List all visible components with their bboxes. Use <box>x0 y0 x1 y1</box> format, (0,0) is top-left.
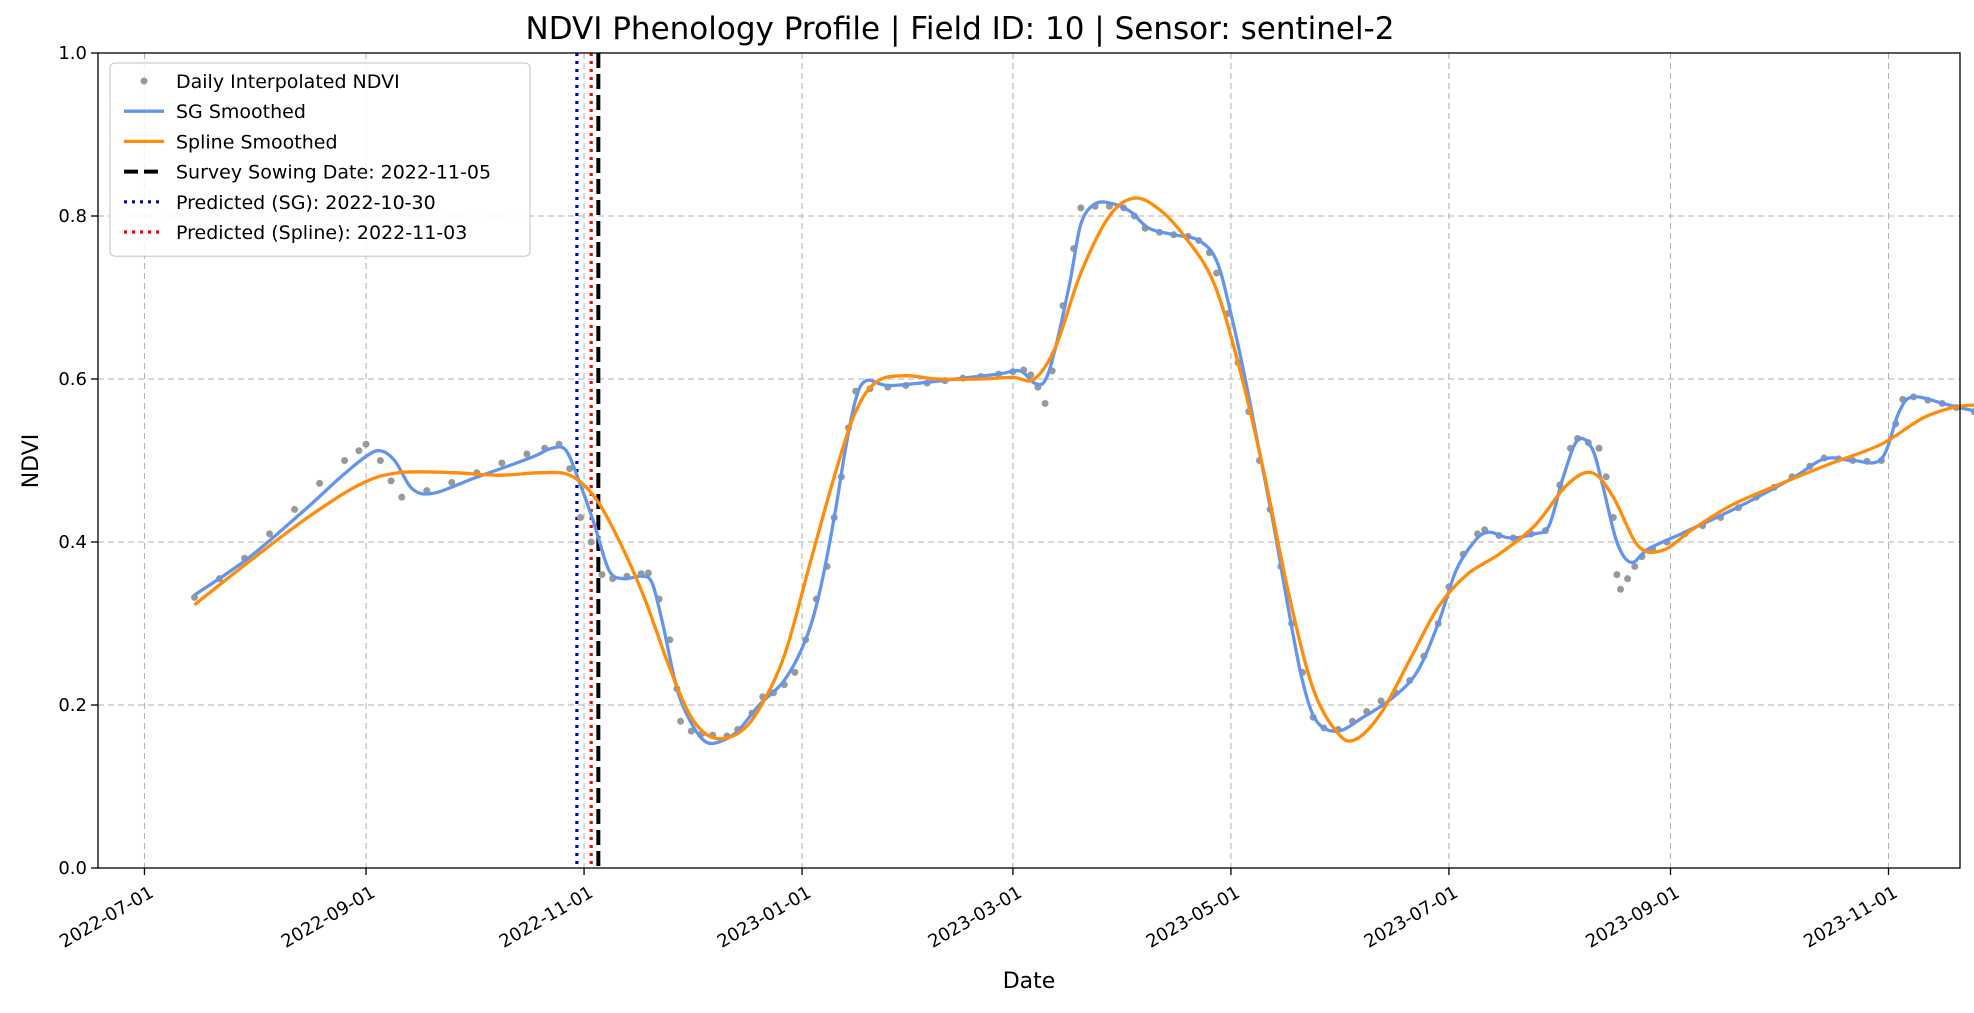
ndvi-data-point <box>266 530 273 537</box>
legend-marker <box>141 78 148 85</box>
ndvi-data-point <box>588 539 595 546</box>
legend-label: SG Smoothed <box>176 101 306 123</box>
ndvi-data-point <box>1596 445 1603 452</box>
ndvi-data-point <box>388 477 395 484</box>
y-tick-label: 1.0 <box>58 43 87 64</box>
y-axis-label: NDVI <box>19 434 44 489</box>
ndvi-data-point <box>577 514 584 521</box>
y-tick-label: 0.8 <box>58 206 87 227</box>
ndvi-data-point <box>1617 586 1624 593</box>
ndvi-data-point <box>1603 473 1610 480</box>
ndvi-data-point <box>1042 400 1049 407</box>
legend-label: Daily Interpolated NDVI <box>176 71 400 93</box>
legend-label: Predicted (SG): 2022-10-30 <box>176 192 436 214</box>
ndvi-data-point <box>377 457 384 464</box>
ndvi-data-point <box>363 441 370 448</box>
ndvi-data-point <box>355 447 362 454</box>
legend: Daily Interpolated NDVI SG Smoothed Spline… <box>110 63 530 256</box>
legend-label: Spline Smoothed <box>176 131 338 153</box>
ndvi-data-point <box>291 506 298 513</box>
y-tick-label: 0.0 <box>58 858 87 879</box>
ndvi-data-point <box>677 718 684 725</box>
ndvi-data-point <box>1077 204 1084 211</box>
ndvi-data-point <box>398 494 405 501</box>
ndvi-data-point <box>341 457 348 464</box>
ndvi-data-point <box>1624 575 1631 582</box>
ndvi-data-point <box>523 450 530 457</box>
chart-title: NDVI Phenology Profile | Field ID: 10 | … <box>526 11 1395 47</box>
legend-label: Survey Sowing Date: 2022-11-05 <box>176 162 491 184</box>
ndvi-data-point <box>1613 571 1620 578</box>
y-tick-label: 0.4 <box>58 532 87 553</box>
ndvi-data-point <box>598 571 605 578</box>
ndvi-data-point <box>316 480 323 487</box>
y-tick-label: 0.6 <box>58 369 87 390</box>
ndvi-data-point <box>498 459 505 466</box>
legend-label: Predicted (Spline): 2022-11-03 <box>176 222 467 244</box>
x-axis-label: Date <box>1003 969 1056 994</box>
y-tick-label: 0.2 <box>58 695 87 716</box>
